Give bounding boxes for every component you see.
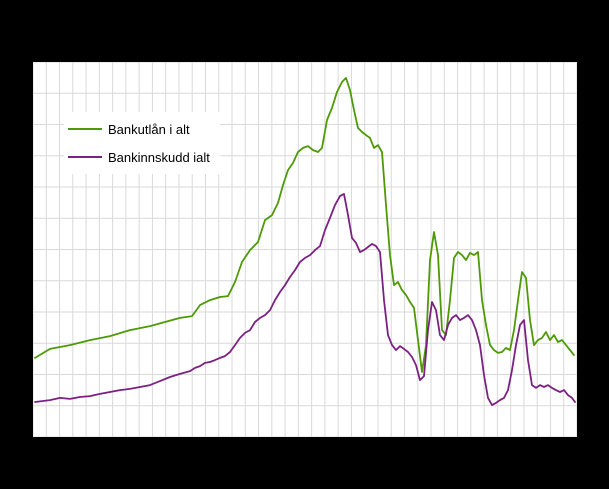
legend-line-sample bbox=[68, 128, 102, 130]
legend-item-bankinnskudd: Bankinnskudd ialt bbox=[68, 143, 210, 171]
legend: Bankutlån i alt Bankinnskudd ialt bbox=[64, 112, 220, 174]
legend-line-sample bbox=[68, 156, 102, 158]
legend-label-bankinnskudd: Bankinnskudd ialt bbox=[108, 149, 210, 165]
legend-label-bankutlan: Bankutlån i alt bbox=[108, 121, 190, 137]
series-line-bankinnskudd bbox=[34, 192, 576, 407]
legend-item-bankutlan: Bankutlån i alt bbox=[68, 115, 210, 143]
series-line-bankutlan bbox=[34, 76, 575, 373]
